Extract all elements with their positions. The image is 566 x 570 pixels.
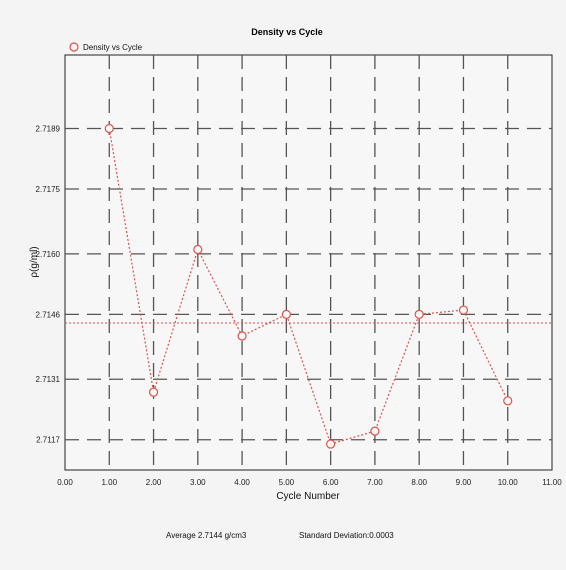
- x-tick-label: 4.00: [234, 478, 250, 487]
- x-tick-label: 3.00: [190, 478, 206, 487]
- y-tick-labels: 2.7189 2.7175 2.7160 2.7146 2.7131 2.7117: [36, 124, 61, 444]
- y-axis-label: ρ(g/ml): [29, 246, 40, 277]
- x-tick-label: 0.00: [57, 478, 73, 487]
- data-point: [281, 309, 291, 319]
- x-tick-label: 11.00: [542, 478, 562, 487]
- data-point: [414, 309, 424, 319]
- series-group: [104, 123, 513, 449]
- y-tick-label: 2.7131: [36, 375, 61, 384]
- plot-area: [64, 54, 553, 471]
- y-tick-label: 2.7160: [36, 250, 61, 259]
- data-point: [237, 331, 247, 341]
- y-tick-label: 2.7117: [36, 436, 60, 445]
- data-point: [326, 439, 336, 449]
- data-point: [148, 387, 159, 397]
- x-tick-label: 5.00: [279, 478, 295, 487]
- x-tick-label: 6.00: [323, 478, 339, 487]
- data-point: [193, 244, 203, 255]
- data-point: [458, 305, 469, 315]
- series-line: [108, 128, 509, 445]
- data-point: [104, 123, 114, 134]
- average-text: Average 2.7144 g/cm3: [166, 531, 247, 540]
- chart-title: Density vs Cycle: [251, 27, 323, 37]
- x-tick-label: 8.00: [411, 478, 427, 487]
- legend-marker: [69, 42, 79, 52]
- x-tick-label: 10.00: [498, 478, 519, 487]
- data-point: [370, 426, 380, 436]
- x-tick-label: 7.00: [367, 478, 383, 487]
- legend-label: Density vs Cycle: [83, 43, 143, 52]
- x-tick-label: 2.00: [146, 478, 162, 487]
- x-tick-label: 1.00: [101, 478, 117, 487]
- x-tick-labels: 0.00 1.00 2.00 3.00 4.00 5.00 6.00 7.00 8.00 9.00…: [57, 478, 562, 487]
- data-point: [503, 396, 513, 406]
- x-tick-label: 9.00: [456, 478, 472, 487]
- x-axis-label: Cycle Number: [276, 491, 340, 502]
- std-dev-text: Standard Deviation:0.0003: [299, 531, 394, 540]
- y-tick-label: 2.7146: [36, 310, 61, 319]
- y-tick-label: 2.7189: [36, 124, 61, 133]
- y-tick-label: 2.7175: [36, 185, 61, 194]
